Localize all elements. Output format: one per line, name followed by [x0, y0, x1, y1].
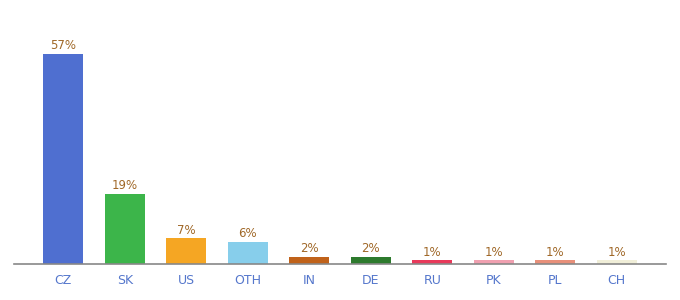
Text: 19%: 19% — [112, 179, 138, 192]
Text: 2%: 2% — [362, 242, 380, 255]
Text: 2%: 2% — [300, 242, 318, 255]
Text: 1%: 1% — [423, 246, 441, 259]
Bar — [105, 194, 145, 264]
Bar — [44, 53, 83, 264]
Bar — [289, 256, 329, 264]
Bar — [167, 238, 206, 264]
Bar — [597, 260, 636, 264]
Text: 57%: 57% — [50, 39, 76, 52]
Text: 7%: 7% — [177, 224, 196, 237]
Bar — [412, 260, 452, 264]
Text: 1%: 1% — [484, 246, 503, 259]
Text: 1%: 1% — [607, 246, 626, 259]
Bar — [228, 242, 268, 264]
Text: 1%: 1% — [546, 246, 564, 259]
Bar — [474, 260, 513, 264]
Bar — [351, 256, 391, 264]
Text: 6%: 6% — [239, 227, 257, 240]
Bar — [535, 260, 575, 264]
